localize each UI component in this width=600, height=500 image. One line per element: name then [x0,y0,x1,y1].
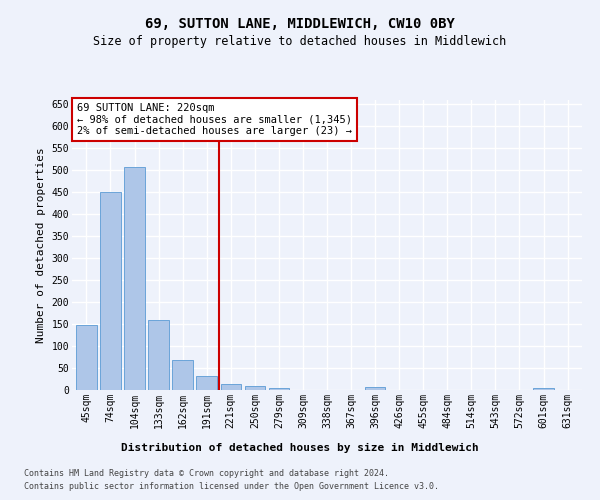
Text: Contains HM Land Registry data © Crown copyright and database right 2024.: Contains HM Land Registry data © Crown c… [24,468,389,477]
Bar [148,320,169,390]
Bar [221,384,241,390]
Text: Size of property relative to detached houses in Middlewich: Size of property relative to detached ho… [94,35,506,48]
Bar [196,376,217,390]
Bar [533,388,554,390]
Text: 69, SUTTON LANE, MIDDLEWICH, CW10 0BY: 69, SUTTON LANE, MIDDLEWICH, CW10 0BY [145,18,455,32]
Bar [269,388,289,390]
Bar [245,386,265,390]
Bar [172,360,193,390]
Text: Contains public sector information licensed under the Open Government Licence v3: Contains public sector information licen… [24,482,439,491]
Bar [124,167,145,390]
Y-axis label: Number of detached properties: Number of detached properties [36,147,46,343]
Bar [76,325,97,390]
Text: 69 SUTTON LANE: 220sqm
← 98% of detached houses are smaller (1,345)
2% of semi-d: 69 SUTTON LANE: 220sqm ← 98% of detached… [77,103,352,136]
Bar [100,192,121,390]
Bar [365,388,385,390]
Text: Distribution of detached houses by size in Middlewich: Distribution of detached houses by size … [121,442,479,452]
